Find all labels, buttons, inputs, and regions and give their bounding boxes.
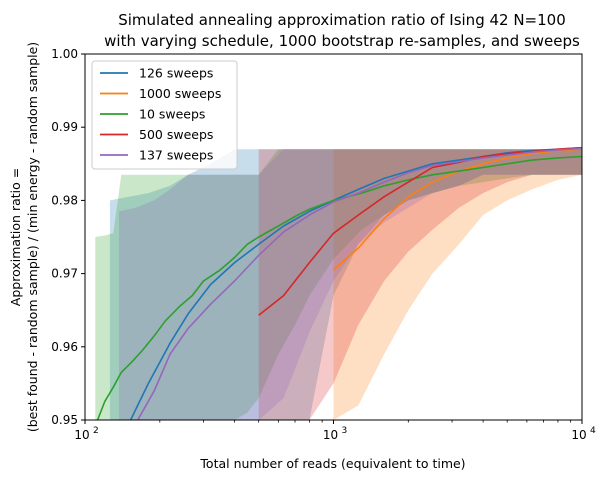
band-10-sweeps	[95, 149, 582, 420]
x-tick-label-0: 10	[74, 428, 89, 442]
confidence-bands	[95, 149, 582, 420]
y-axis-ticks: 0.95 0.96 0.97 0.98 0.99 1.00	[51, 47, 85, 427]
legend-frame	[91, 60, 238, 170]
x-tick-label-2: 10	[571, 428, 586, 442]
x-axis-ticks: 10 2 10 3 10 4	[74, 420, 596, 442]
series-lines	[96, 146, 582, 420]
y-tick-label-4: 0.99	[51, 120, 78, 134]
line-10-sweeps	[96, 155, 582, 420]
y-axis-title-line-2: (best found - random sample) / (min ener…	[25, 42, 40, 432]
y-tick-label-0: 0.95	[51, 413, 78, 427]
legend: 126 sweeps 1000 sweeps 10 sweeps 500 sweeps…	[91, 60, 238, 170]
line-500-sweeps	[258, 146, 582, 316]
y-tick-label-2: 0.97	[51, 267, 78, 281]
band-500-sweeps	[258, 149, 582, 420]
x-tick-label-1: 10	[323, 428, 338, 442]
y-tick-label-3: 0.98	[51, 193, 78, 207]
chart-title: Simulated annealing approximation ratio …	[104, 11, 580, 50]
band-126-sweeps	[109, 149, 582, 420]
x-tick-exponent-1: 3	[342, 426, 348, 436]
legend-label-3: 500 sweeps	[139, 127, 213, 142]
y-tick-label-1: 0.96	[51, 340, 78, 354]
legend-label-1: 1000 sweeps	[139, 86, 221, 101]
x-tick-exponent-0: 2	[93, 426, 99, 436]
legend-label-0: 126 sweeps	[139, 66, 213, 81]
y-tick-label-5: 1.00	[51, 47, 78, 61]
y-axis-title-line-1: Approximation ratio =	[8, 168, 23, 306]
legend-label-2: 10 sweeps	[139, 107, 205, 122]
legend-label-4: 137 sweeps	[139, 148, 213, 163]
y-axis-title: Approximation ratio = (best found - rand…	[8, 42, 40, 432]
line-137-sweeps	[136, 147, 582, 420]
band-137-sweeps	[119, 149, 582, 420]
band-1000-sweeps	[333, 149, 582, 420]
chart-title-line-2: with varying schedule, 1000 bootstrap re…	[104, 32, 580, 50]
x-tick-exponent-2: 4	[590, 426, 596, 436]
chart-title-line-1: Simulated annealing approximation ratio …	[118, 11, 566, 29]
x-axis-title: Total number of reads (equivalent to tim…	[199, 456, 465, 471]
